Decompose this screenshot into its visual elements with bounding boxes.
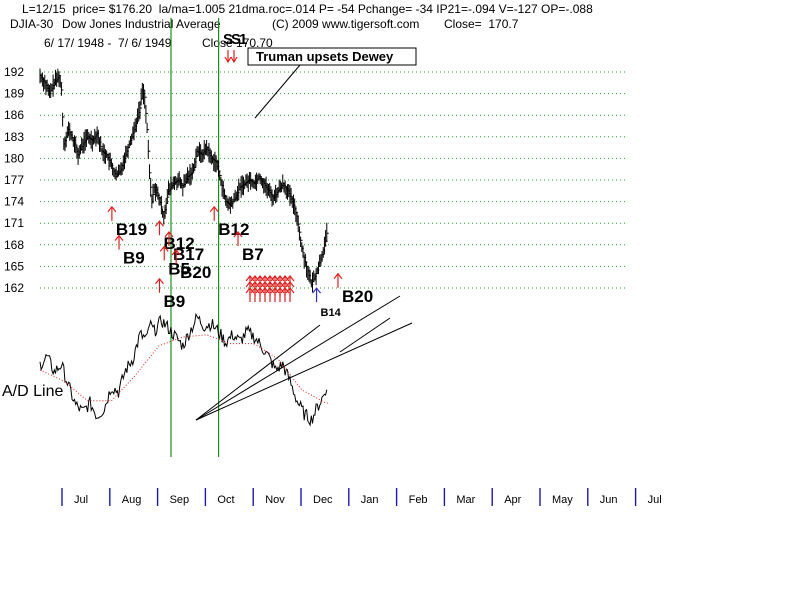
- signal-label-11: B20: [342, 287, 373, 306]
- signal-arrow-8-head: [209, 205, 219, 213]
- close-value: Close= 170.7: [444, 17, 519, 31]
- signal-arrow-10-head: [312, 287, 322, 294]
- y-tick-label: 168: [4, 238, 24, 252]
- signal-label-7: B9: [163, 292, 185, 311]
- x-tick-label: Nov: [265, 494, 285, 506]
- y-tick-label: 192: [4, 65, 24, 79]
- x-tick-label: Jun: [600, 494, 618, 506]
- y-tick-label: 186: [4, 108, 24, 122]
- signal-label-1: B19: [116, 220, 147, 239]
- signal-arrow-3-head: [155, 220, 164, 227]
- signal-label-6: B20: [180, 263, 211, 282]
- signal-label-3: B12: [163, 234, 194, 253]
- sell-arrow-head-1: [224, 56, 232, 64]
- price-axis-labels: 192 189 186 183 180 177 174 171 168 165 162: [4, 65, 24, 295]
- trendline-2: [195, 295, 401, 421]
- y-tick-label: 174: [4, 195, 24, 209]
- x-tick-label: Mar: [456, 494, 475, 506]
- x-tick-label: Oct: [217, 494, 234, 506]
- x-tick-label: Feb: [409, 494, 428, 506]
- signal-label-8: B12: [218, 220, 249, 239]
- x-tick-label: Jan: [361, 494, 379, 506]
- indicator-summary: L=12/15 price= $176.20 la/ma=1.005 21dma…: [22, 2, 593, 16]
- index-name: Dow Jones Industrial Average: [62, 17, 221, 31]
- signal-arrow-4-head: [164, 231, 174, 238]
- ad-line-panel: A/D Line: [2, 312, 328, 427]
- trendline-3: [195, 322, 413, 421]
- ad-line: [39, 312, 328, 427]
- ad-line-label: A/D Line: [2, 383, 63, 400]
- y-tick-label: 189: [4, 87, 24, 101]
- signal-arrow-6-head: [171, 249, 181, 256]
- signal-cluster-arrow-head: [285, 287, 295, 294]
- y-tick-label: 180: [4, 151, 24, 165]
- y-tick-label: 171: [4, 216, 24, 230]
- trendlines: [195, 295, 413, 421]
- trendline-1: [195, 324, 321, 421]
- signal-arrow-9-head: [233, 231, 243, 238]
- copyright: (C) 2009 www.tigersoft.com: [272, 17, 420, 31]
- signal-label-4: B17: [173, 245, 204, 264]
- signal-label-5: B5: [168, 259, 190, 278]
- signal-label-2: B9: [123, 249, 145, 268]
- x-tick-label: Aug: [122, 494, 142, 506]
- vertical-markers: [170, 18, 220, 457]
- x-tick-label: Dec: [313, 494, 333, 506]
- signal-cluster-arrow-head: [285, 281, 295, 288]
- top-signal-label: SS1: [223, 31, 247, 48]
- y-tick-label: 177: [4, 173, 24, 187]
- close-overlay: Close 170.70: [202, 36, 273, 50]
- x-tick-label: Jul: [648, 494, 662, 506]
- price-bars: [39, 68, 329, 293]
- chart-header: L=12/15 price= $176.20 la/ma=1.005 21dma…: [0, 0, 800, 50]
- date-range: 6/ 17/ 1948 - 7/ 6/ 1949: [44, 36, 172, 50]
- x-axis: Jul Aug Sep Oct Nov Dec Jan Feb Mar Apr May Jun Jul: [61, 488, 662, 506]
- signal-arrow-7-head: [155, 277, 164, 285]
- y-tick-label: 165: [4, 259, 24, 273]
- signal-label-10: B14: [321, 307, 342, 319]
- signal-arrow-11-head: [333, 272, 343, 280]
- signal-label-9: B7: [242, 245, 264, 264]
- trendline-4: [339, 317, 391, 353]
- x-tick-label: Sep: [170, 494, 190, 506]
- signal-arrow-1-head: [107, 205, 117, 213]
- annotation-leader: [254, 64, 301, 119]
- annotation-box: [247, 47, 417, 66]
- annotation-text: Truman upsets Dewey: [256, 49, 394, 64]
- x-tick-label: Apr: [504, 494, 521, 506]
- sell-arrow-head-2: [230, 56, 238, 64]
- ad-moving-average: [39, 334, 328, 404]
- signal-arrow-5-head: [159, 245, 169, 252]
- x-tick-label: May: [552, 494, 573, 506]
- x-tick-label: Jul: [74, 494, 88, 506]
- annotation-group: Truman upsets Dewey: [247, 47, 417, 119]
- signal-arrow-2-head: [114, 234, 124, 241]
- symbol: DJIA-30: [10, 17, 54, 31]
- signal-cluster-arrow-head: [285, 275, 295, 282]
- y-tick-label: 162: [4, 281, 24, 295]
- y-tick-label: 183: [4, 130, 24, 144]
